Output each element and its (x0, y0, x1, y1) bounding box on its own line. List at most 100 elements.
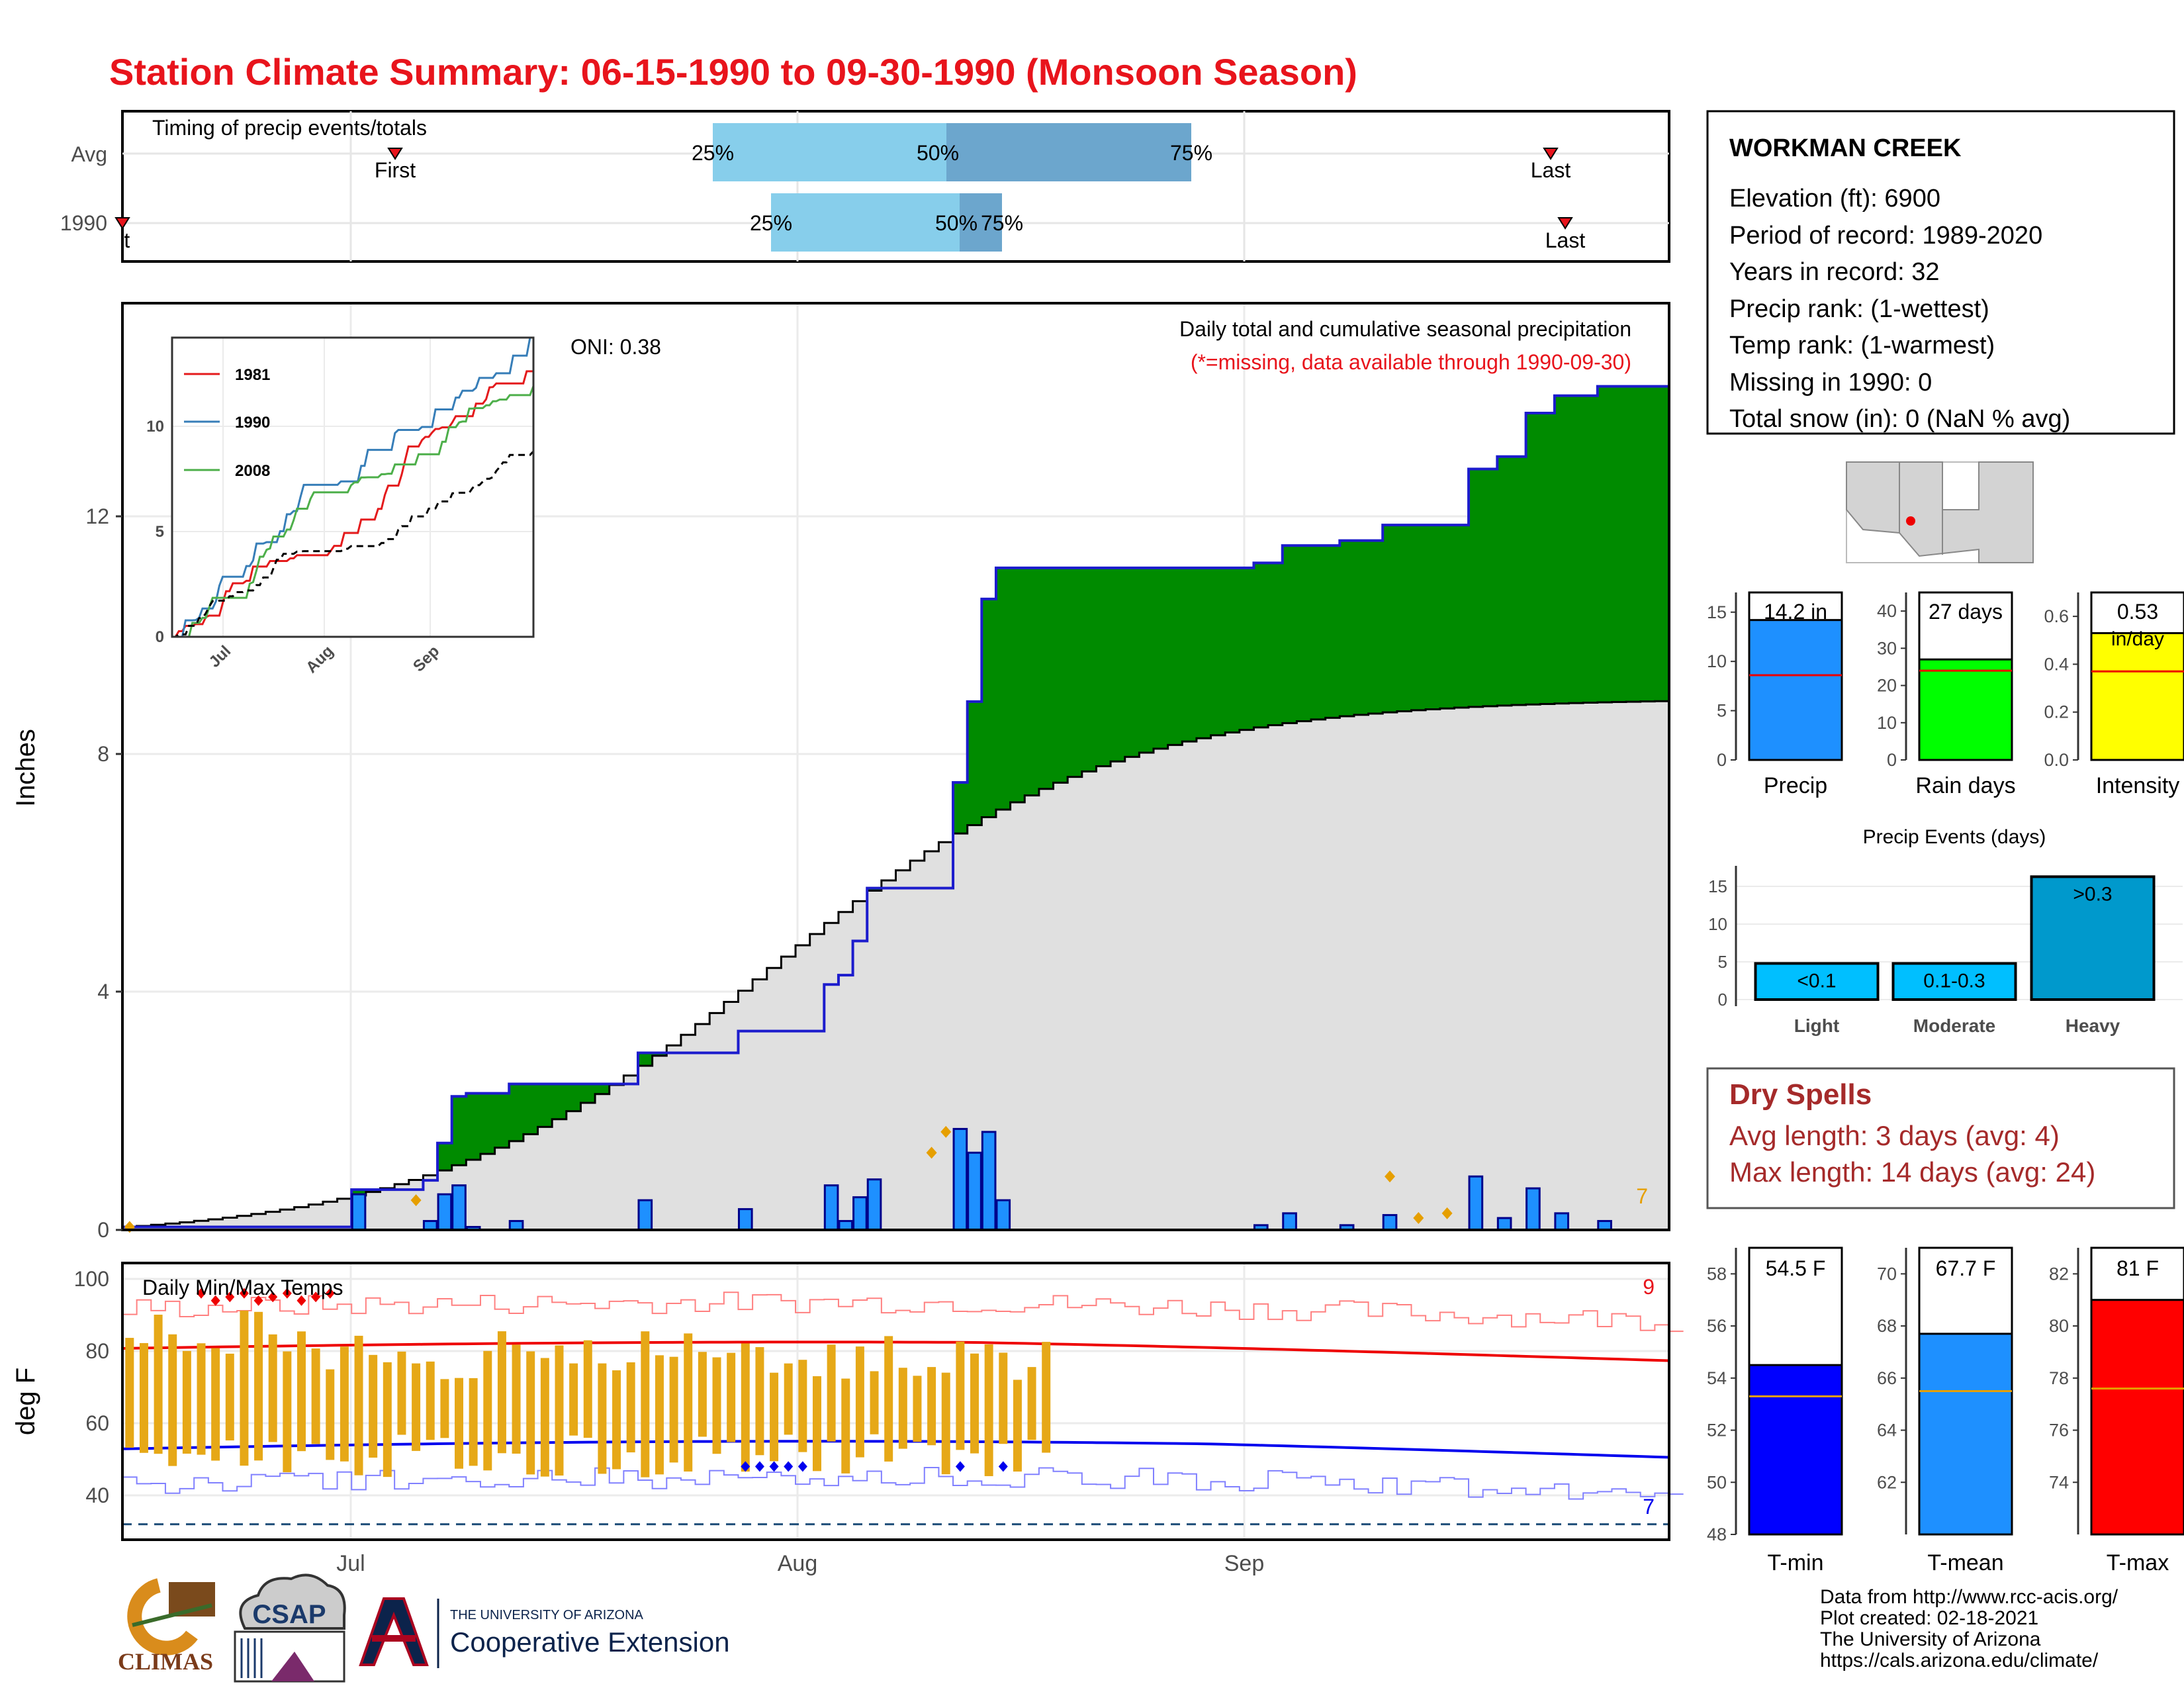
daily-temp-bar (870, 1371, 879, 1434)
yr-q25-50-box (771, 193, 960, 252)
daily-temp-bar (655, 1355, 664, 1475)
event-bar (2030, 875, 2156, 1002)
record-high-marker (282, 1288, 292, 1299)
daily-temp-bar (812, 1376, 821, 1472)
daily-precip-bar (952, 1127, 968, 1231)
inset-chart: 0 5 10 Jul Aug Sep 1981 1990 2008 (146, 336, 535, 677)
daily-temp-bar (526, 1351, 535, 1475)
avg-p75-label: 75% (1170, 141, 1212, 165)
avg-first-label: First (375, 158, 416, 182)
inset-line-1990 (172, 336, 533, 638)
x-tick-aug: Aug (778, 1551, 818, 1576)
daily-temp-bar (898, 1368, 907, 1449)
daily-temp-bar (827, 1344, 836, 1442)
temp-ytick: 70 (1877, 1264, 1897, 1284)
ua-logo: THE UNIVERSITY OF ARIZONA Cooperative Ex… (359, 1597, 730, 1668)
temp-ytick: 76 (2049, 1421, 2069, 1440)
station-line: Total snow (in): 0 (NaN % avg) (1729, 405, 2070, 433)
daily-temp-bar (855, 1346, 864, 1458)
daily-temp-bar (583, 1340, 592, 1438)
footer-line: Data from http://www.rcc-acis.org/ (1820, 1586, 2118, 1608)
record-high-marker (296, 1295, 306, 1306)
event-bar (1754, 962, 1880, 1001)
daily-temp-bar (712, 1357, 721, 1454)
daily-temp-bar (254, 1311, 263, 1461)
daily-precip-bar (437, 1193, 453, 1231)
daily-precip-bar (1282, 1212, 1297, 1231)
summary-ytick: 10 (1707, 651, 1727, 671)
daily-temp-bar (311, 1348, 320, 1444)
inset-ytick: 0 (156, 628, 164, 646)
yr-first-label: First (89, 228, 130, 252)
daily-precip-bar (866, 1178, 882, 1231)
daily-temp-bar (455, 1378, 464, 1469)
summary-ytick: 15 (1707, 602, 1727, 622)
daily-temp-bar (612, 1370, 621, 1470)
events-ytick: 15 (1708, 876, 1727, 896)
record-marker (926, 1147, 937, 1159)
events-xtick: Light (1794, 1015, 1839, 1036)
temp-bar (2090, 1299, 2184, 1536)
avg-last-label: Last (1531, 158, 1571, 182)
events-ytick: 0 (1718, 990, 1727, 1009)
precip-ylabel: Inches (11, 729, 40, 807)
timing-row-avg-label: Avg (71, 142, 107, 166)
dry-spells-avg: Avg length: 3 days (avg: 4) (1729, 1120, 2060, 1151)
daily-precip-bar (1468, 1175, 1484, 1231)
missing-count: 7 (1636, 1184, 1648, 1208)
temp-bar (1918, 1333, 2013, 1536)
summary-bar (1748, 619, 1843, 761)
daily-precip-bar (995, 1199, 1011, 1231)
dry-spells-title: Dry Spells (1729, 1078, 1872, 1111)
footer-line: The University of Arizona (1820, 1628, 2041, 1650)
daily-precip-bar (637, 1199, 653, 1231)
daily-temp-bar (755, 1347, 764, 1456)
precip-ytick: 8 (97, 742, 109, 766)
station-line: Years in record: 32 (1729, 258, 1940, 286)
record-marker (410, 1194, 422, 1207)
daily-temp-bar (698, 1352, 707, 1437)
dry-spells-box: Dry Spells Avg length: 3 days (avg: 4) M… (1706, 1067, 2175, 1209)
daily-temp-bar (999, 1352, 1008, 1444)
temp-bars: 48 50 52 54 56 58 54.5 F T-min 62 64 66 68 70 67.7 F T… (1707, 1246, 2184, 1575)
daily-temp-bar (139, 1342, 148, 1453)
record-low-marker (754, 1461, 764, 1472)
daily-temp-bar (154, 1315, 163, 1454)
daily-precip-bar (967, 1151, 982, 1231)
temp-value: 81 F (2116, 1256, 2159, 1280)
yr-p25-label: 25% (750, 211, 792, 235)
summary-ytick: 5 (1717, 701, 1727, 721)
record-low-marker (769, 1461, 779, 1472)
record-high-marker (210, 1295, 220, 1306)
temp-ytick: 78 (2049, 1368, 2069, 1388)
timing-panel: Timing of precip events/totals Avg 1990 … (60, 110, 1670, 263)
temp-ytick: 58 (1707, 1264, 1727, 1284)
record-high-marker (268, 1291, 278, 1303)
daily-precip-bar (1496, 1217, 1512, 1231)
record-low-marker (784, 1461, 794, 1472)
station-name: WORKMAN CREEK (1729, 134, 1962, 162)
daily-temp-bar (225, 1353, 234, 1440)
station-line: Temp rank: (1-warmest) (1729, 332, 1995, 359)
daily-temp-bar (555, 1345, 564, 1476)
daily-temp-bar (440, 1379, 449, 1438)
inset-legend: 1981 1990 2008 (184, 366, 270, 480)
temp-ytick: 60 (85, 1411, 109, 1435)
daily-temp-bar (1013, 1380, 1022, 1472)
footer-credits: Data from http://www.rcc-acis.org/ Plot … (1820, 1586, 2118, 1671)
daily-temp-bar (970, 1353, 979, 1454)
summary-bar (2090, 632, 2184, 761)
temp-ytick: 56 (1707, 1316, 1727, 1336)
yr-q50-75-box (960, 193, 1002, 252)
record-marker (940, 1125, 952, 1138)
timing-title: Timing of precip events/totals (152, 116, 427, 140)
record-high-marker (239, 1288, 249, 1299)
temp-ytick: 80 (2049, 1316, 2069, 1336)
daily-temp-bar (741, 1343, 750, 1472)
page-title: Station Climate Summary: 06-15-1990 to 0… (109, 51, 1357, 93)
daily-temp-bar (512, 1344, 521, 1454)
daily-temp-bar (182, 1350, 191, 1454)
daily-temp-bar (383, 1362, 392, 1477)
daily-temp-bar (727, 1352, 736, 1442)
